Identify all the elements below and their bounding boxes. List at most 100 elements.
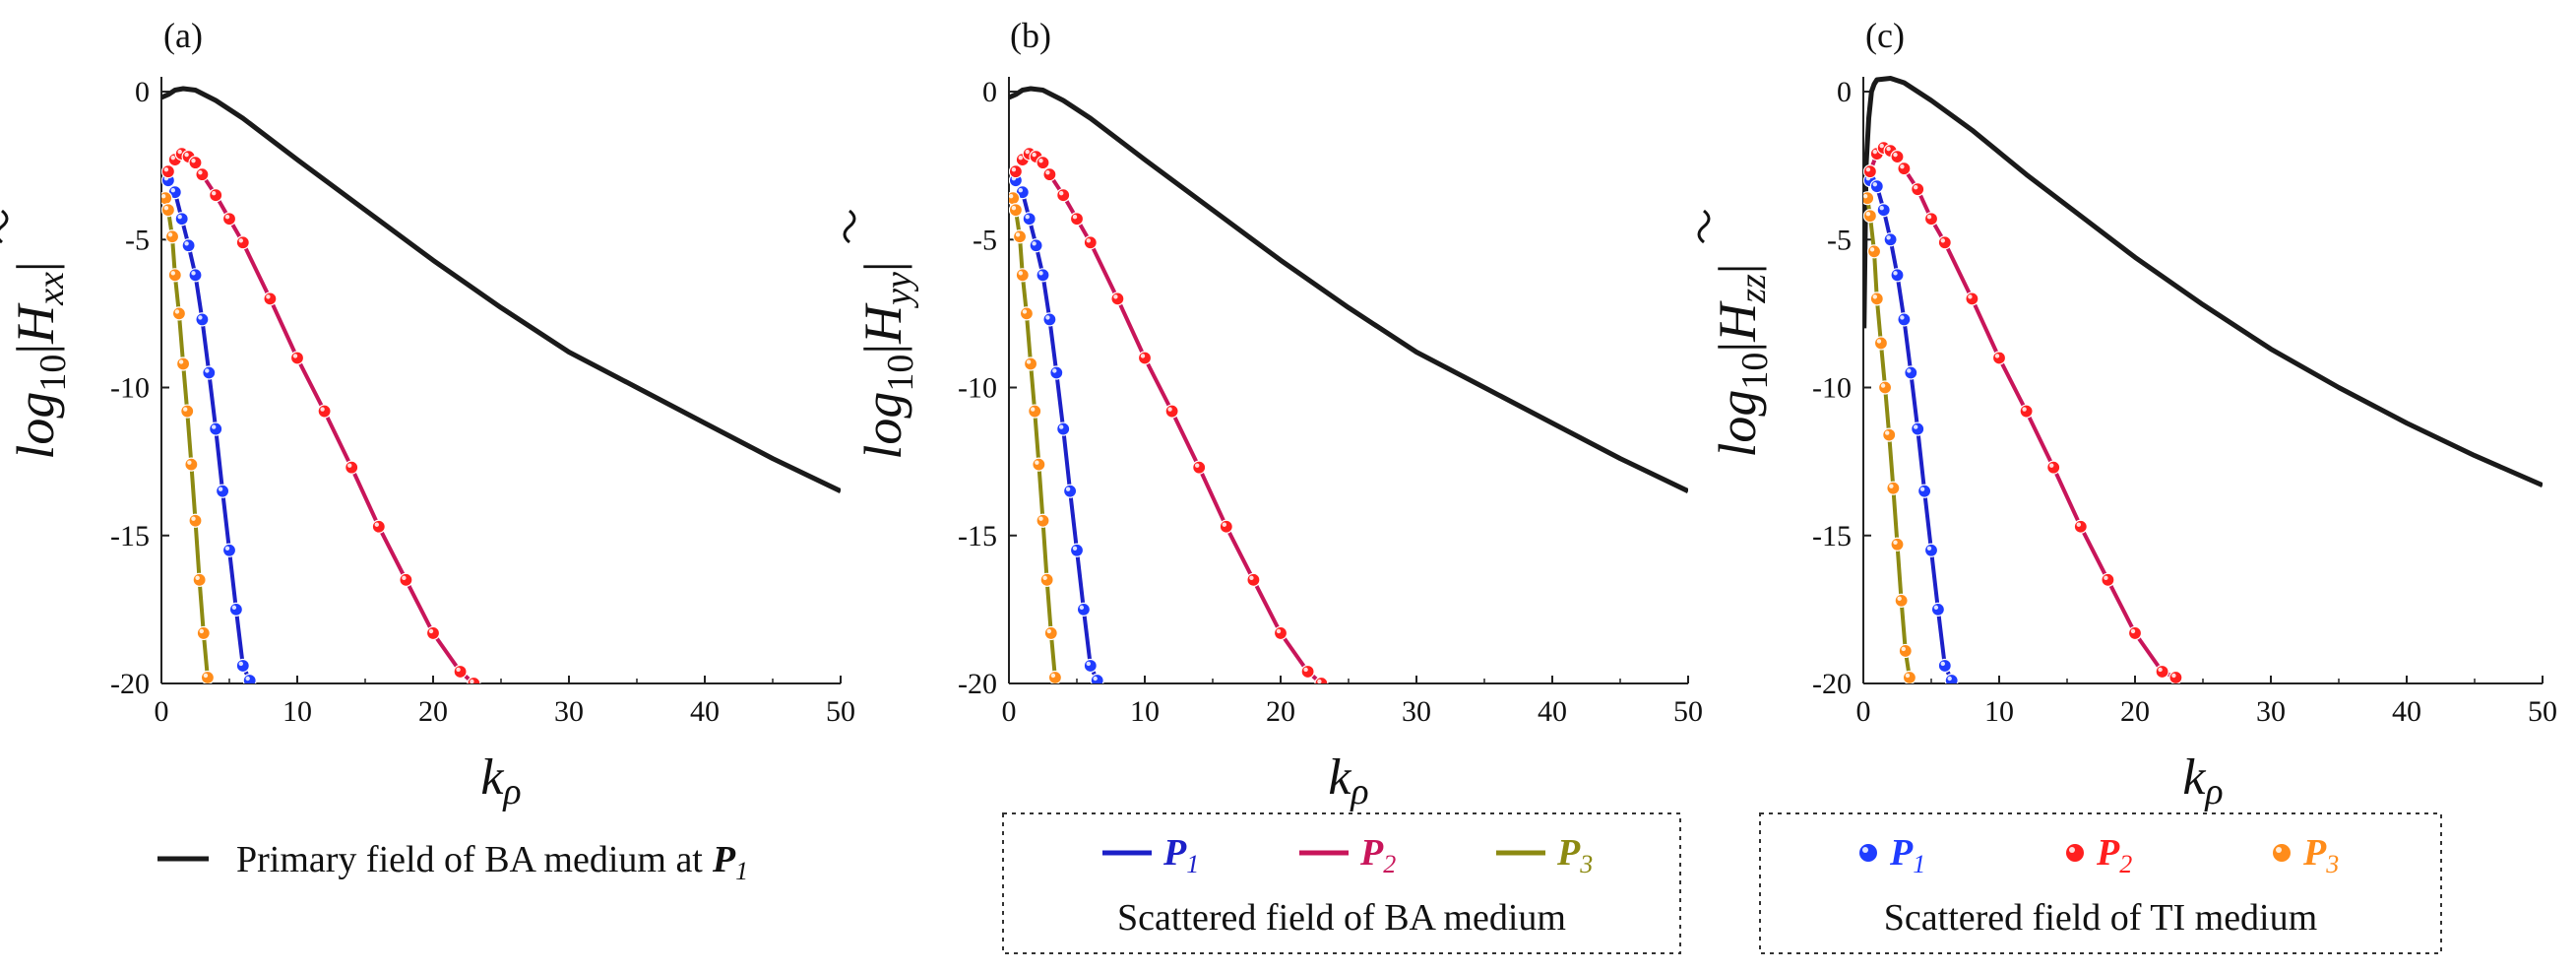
legend-p-sub: 1	[1186, 850, 1199, 878]
y-tick-label: -15	[958, 520, 997, 552]
marker-P1	[1083, 658, 1098, 674]
marker-P3	[1894, 593, 1909, 608]
marker-P3	[1866, 244, 1882, 259]
legend-p: P	[1889, 832, 1914, 874]
marker-P1	[1062, 484, 1078, 498]
y-tick-label: -10	[1812, 372, 1852, 405]
marker-P2	[1164, 404, 1179, 419]
marker-highlight	[1865, 166, 1871, 172]
marker-highlight	[1026, 359, 1032, 364]
marker-highlight	[1893, 271, 1898, 276]
y-label-bar: |	[853, 344, 912, 355]
marker-highlight	[1038, 271, 1043, 276]
marker-highlight	[1914, 424, 1918, 429]
x-tick-label: 30	[554, 695, 584, 728]
marker-highlight	[198, 169, 203, 175]
y-tick-label: -5	[973, 224, 997, 256]
marker-highlight	[1901, 646, 1906, 652]
marker-highlight	[177, 215, 182, 220]
marker-P1	[1890, 268, 1905, 283]
marker-P2	[425, 625, 441, 641]
marker-P2	[1042, 167, 1057, 182]
x-tick-label: 0	[1002, 695, 1017, 728]
legend-p-sub: 3	[2325, 850, 2339, 878]
marker-highlight	[163, 166, 169, 172]
marker-highlight	[1876, 339, 1882, 344]
marker-P2	[1192, 460, 1207, 475]
x-tick-label: 30	[1402, 695, 1431, 728]
marker-highlight	[1015, 232, 1021, 237]
y-tick-label: -20	[110, 668, 150, 700]
marker-P3	[1877, 380, 1893, 395]
marker-highlight	[1195, 463, 1200, 468]
marker-P2	[289, 351, 305, 365]
y-tick-label: -15	[110, 520, 150, 552]
marker-P3	[1036, 513, 1050, 528]
legend-marker-P3	[2273, 844, 2291, 862]
marker-P2	[188, 156, 203, 170]
marker-P1	[1036, 268, 1050, 283]
marker-highlight	[1086, 661, 1092, 667]
marker-highlight	[320, 407, 325, 412]
marker-highlight	[183, 407, 188, 412]
marker-P1	[1944, 673, 1959, 683]
marker-P1	[1904, 365, 1918, 380]
marker-P1	[242, 673, 257, 683]
marker-P1	[1923, 543, 1939, 557]
marker-P2	[1897, 162, 1912, 176]
marker-highlight	[2022, 407, 2027, 412]
tilde-mark	[0, 209, 9, 244]
marker-P3	[164, 229, 180, 244]
x-tick-label: 10	[283, 695, 312, 728]
y-tick-label: 0	[982, 76, 997, 108]
marker-highlight	[1276, 628, 1282, 634]
marker-highlight	[1032, 152, 1037, 158]
marker-P3	[1019, 306, 1035, 321]
marker-highlight	[402, 575, 407, 581]
marker-highlight	[1045, 315, 1050, 320]
legend-p: P	[2096, 832, 2120, 874]
marker-highlight	[1947, 676, 1952, 681]
marker-highlight	[205, 368, 210, 373]
legend-label-P1: P1	[1162, 832, 1199, 878]
marker-highlight	[347, 463, 352, 468]
marker-highlight	[1926, 215, 1932, 220]
marker-P3	[1873, 336, 1889, 351]
marker-P2	[1009, 164, 1023, 179]
marker-P1	[209, 422, 223, 436]
marker-highlight	[1968, 294, 1973, 299]
marker-P2	[2101, 572, 2115, 587]
legend-caption: Scattered field of BA medium	[1117, 897, 1566, 939]
y-label-component: xx	[31, 272, 72, 306]
y-axis-label-text: log10|Hyy|	[853, 261, 921, 459]
marker-highlight	[1907, 368, 1912, 373]
primary-field-line	[1009, 86, 1688, 493]
marker-highlight	[1093, 676, 1098, 681]
primary-field-line	[161, 86, 841, 493]
marker-highlight	[1022, 309, 1028, 314]
marker-highlight	[170, 187, 175, 193]
legend-p: P	[2302, 832, 2327, 874]
y-tick-label: -5	[125, 224, 150, 256]
marker-P2	[161, 164, 175, 179]
marker-highlight	[1933, 605, 1939, 611]
marker-P1	[1090, 673, 1104, 683]
marker-highlight	[191, 271, 196, 276]
panel-label: (b)	[1010, 16, 1051, 55]
marker-highlight	[1059, 190, 1064, 196]
marker-P2	[1890, 150, 1905, 164]
marker-highlight	[1889, 484, 1894, 488]
x-tick-label: 0	[1856, 695, 1871, 728]
marker-highlight	[1018, 271, 1024, 276]
tilde-mark	[1697, 209, 1711, 244]
marker-P1	[1930, 602, 1946, 616]
marker-P1	[1049, 365, 1064, 380]
marker-highlight	[1886, 146, 1891, 152]
marker-P2	[1219, 519, 1233, 534]
marker-P3	[1047, 670, 1063, 683]
marker-P3	[1039, 572, 1054, 587]
marker-P1	[221, 543, 237, 557]
marker-highlight	[1079, 605, 1085, 611]
marker-highlight	[1011, 206, 1017, 211]
marker-P2	[1300, 664, 1315, 680]
